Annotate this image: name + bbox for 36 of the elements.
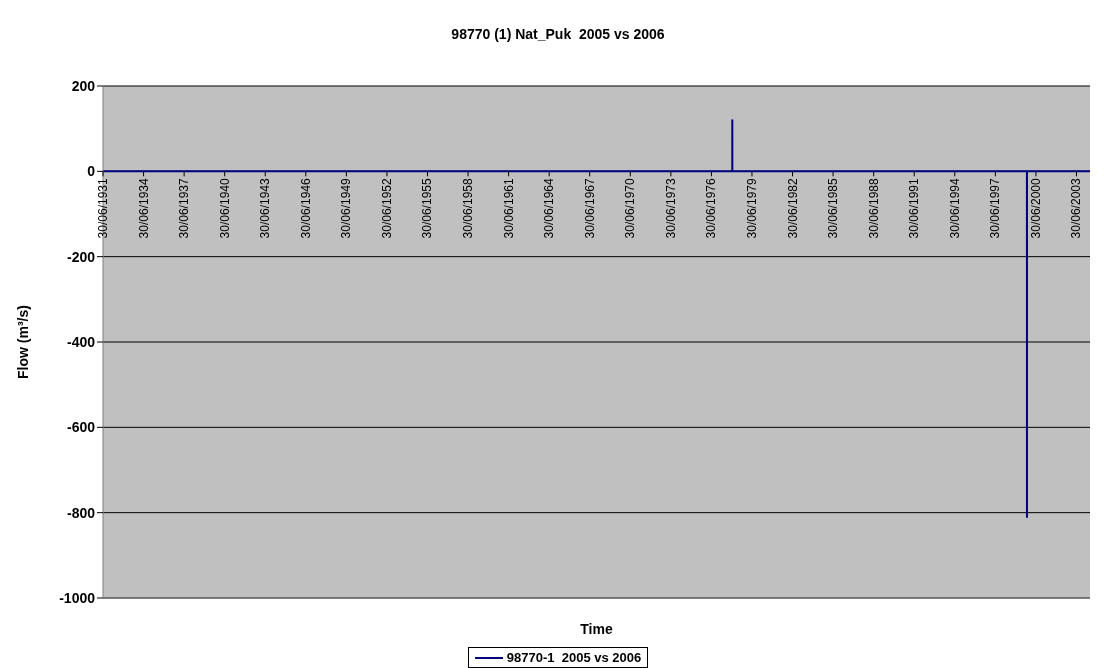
- x-axis-title: Time: [580, 621, 613, 637]
- x-tick-label: 30/06/1943: [258, 178, 273, 239]
- y-tick-label: -400: [66, 333, 96, 350]
- x-tick-label: 30/06/1994: [947, 178, 962, 239]
- y-tick-label: -800: [66, 504, 96, 521]
- x-tick-label: 30/06/1982: [785, 178, 800, 239]
- x-tick-label: 30/06/1976: [704, 178, 719, 239]
- x-tick-label: 30/06/1985: [826, 178, 841, 239]
- x-tick-label: 30/06/1946: [298, 178, 313, 239]
- x-tick-label: 30/06/1979: [744, 178, 759, 239]
- x-tick-label: 30/06/1973: [663, 178, 678, 239]
- x-tick-label: 30/06/1991: [907, 178, 922, 239]
- x-tick-label: 30/06/1937: [177, 178, 192, 239]
- x-tick-label: 30/06/1949: [339, 178, 354, 239]
- y-axis-title: Flow (m³/s): [14, 305, 31, 379]
- x-tick-label: 30/06/1958: [461, 178, 476, 239]
- chart-title: 98770 (1) Nat_Puk 2005 vs 2006: [450, 25, 666, 44]
- y-tick-label: 200: [71, 77, 96, 94]
- x-tick-label: 30/06/2003: [1069, 178, 1084, 239]
- x-tick-label: 30/06/1931: [96, 178, 110, 239]
- x-tick-label: 30/06/1970: [623, 178, 638, 239]
- y-tick-label: -600: [66, 419, 96, 436]
- x-tick-label: 30/06/1940: [217, 178, 232, 239]
- x-tick-label: 30/06/1967: [582, 178, 597, 239]
- y-tick-label: -200: [66, 248, 96, 265]
- x-tick-label: 30/06/1964: [542, 178, 557, 239]
- x-tick-label: 30/06/1952: [379, 178, 394, 239]
- x-tick-label: 30/06/2000: [1028, 178, 1043, 239]
- y-tick-label: -1000: [59, 589, 96, 606]
- legend-label: 98770-1 2005 vs 2006: [506, 650, 642, 665]
- x-tick-label: 30/06/1934: [136, 178, 151, 239]
- x-tick-label: 30/06/1961: [501, 178, 516, 239]
- x-tick-label: 30/06/1997: [988, 178, 1003, 239]
- x-tick-label: 30/06/1988: [866, 178, 881, 239]
- y-tick-label: 0: [87, 163, 96, 180]
- x-tick-label: 30/06/1955: [420, 178, 435, 239]
